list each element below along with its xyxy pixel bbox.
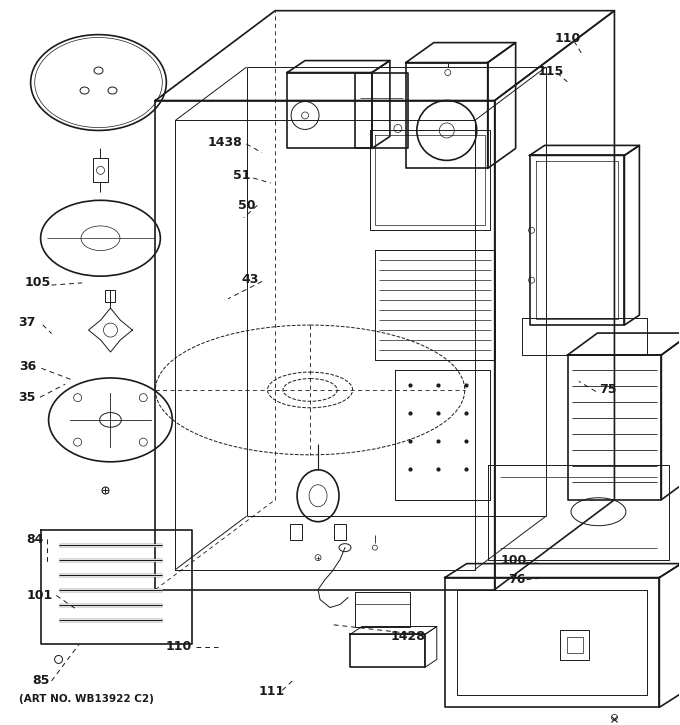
Bar (290, 523, 302, 539)
Bar (334, 523, 346, 539)
Bar (105, 290, 116, 302)
Text: 110: 110 (554, 32, 581, 45)
Text: 105: 105 (25, 276, 51, 289)
Bar (560, 631, 590, 660)
Text: 76: 76 (508, 573, 525, 586)
Text: 101: 101 (27, 589, 53, 602)
Text: 35: 35 (18, 391, 35, 404)
Text: 37: 37 (18, 316, 35, 329)
Text: 1438: 1438 (207, 136, 242, 149)
Text: 36: 36 (19, 360, 37, 373)
Text: 84: 84 (26, 533, 44, 545)
Text: 111: 111 (259, 685, 286, 698)
Text: 115: 115 (537, 65, 564, 78)
Text: 75: 75 (599, 384, 617, 397)
Bar (566, 637, 583, 653)
Text: (ART NO. WB13922 C2): (ART NO. WB13922 C2) (18, 695, 154, 705)
Text: 43: 43 (241, 273, 259, 286)
Bar (92, 158, 109, 183)
Text: 1428: 1428 (390, 629, 425, 642)
Text: 110: 110 (165, 639, 192, 652)
Text: 50: 50 (237, 199, 255, 212)
Text: 100: 100 (500, 555, 527, 567)
Text: 51: 51 (233, 170, 250, 182)
Text: 85: 85 (33, 674, 50, 687)
